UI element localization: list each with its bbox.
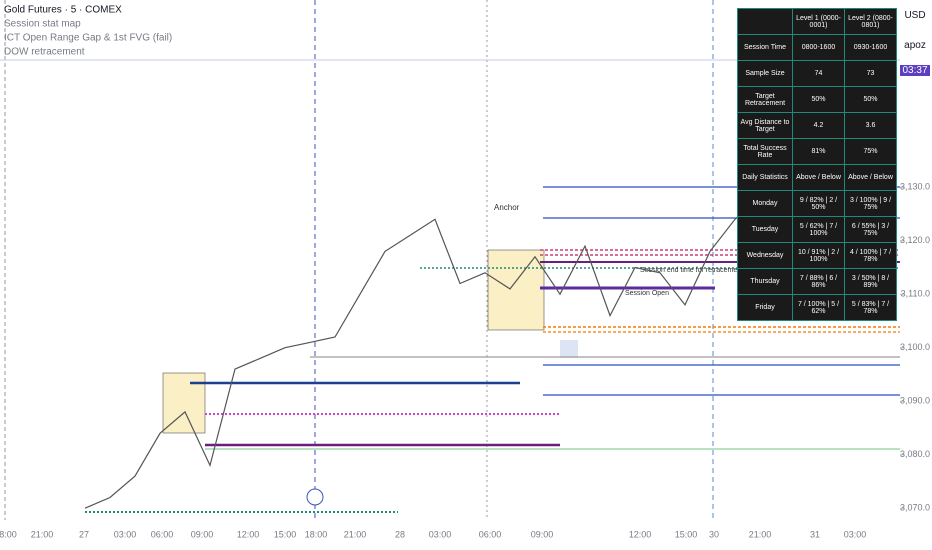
table-cell: 50% xyxy=(792,86,845,113)
y-tick-label: 3,080.0 xyxy=(900,449,930,459)
table-cell: 3 / 50% | 8 / 89% xyxy=(844,268,897,295)
table-row: Wednesday 10 / 91% | 2 / 100% 4 / 100% | 7… xyxy=(737,242,897,269)
table-cell: Thursday xyxy=(737,268,793,295)
anchor-label: Anchor xyxy=(494,203,520,212)
table-cell: 75% xyxy=(844,138,897,165)
table-row: Friday 7 / 100% | 5 / 62% 5 / 83% | 7 / 78… xyxy=(737,294,897,321)
y-tick-label: 3,090.0 xyxy=(900,396,930,406)
range-box xyxy=(487,249,545,331)
table-cell: Friday xyxy=(737,294,793,321)
table-row: Level 1 (0000-0001) Level 2 (0800-0801) xyxy=(737,8,897,35)
table-row: Tuesday 5 / 62% | 7 / 100% 6 / 55% | 3 / 7… xyxy=(737,216,897,243)
x-tick-label: 03:00 xyxy=(844,529,867,539)
fvg-box xyxy=(560,340,578,358)
table-cell: 81% xyxy=(792,138,845,165)
table-cell: 74 xyxy=(792,60,845,87)
x-tick-label: 06:00 xyxy=(479,529,502,539)
x-tick-label: 15:00 xyxy=(675,529,698,539)
x-tick-label: 03:00 xyxy=(114,529,137,539)
table-cell: 0800-1600 xyxy=(792,34,845,61)
x-tick-label: 27 xyxy=(79,529,89,539)
x-tick-label: 21:00 xyxy=(749,529,772,539)
table-cell: 7 / 88% | 6 / 86% xyxy=(792,268,845,295)
table-cell: Total Success Rate xyxy=(737,138,793,165)
table-cell xyxy=(737,8,793,35)
table-cell: 5 / 62% | 7 / 100% xyxy=(792,216,845,243)
table-cell: Avg Distance to Target xyxy=(737,112,793,139)
event-marker xyxy=(306,488,324,506)
table-cell: 50% xyxy=(844,86,897,113)
table-cell: 7 / 100% | 5 / 62% xyxy=(792,294,845,321)
table-cell: 3 / 100% | 9 / 75% xyxy=(844,190,897,217)
table-row: Total Success Rate 81% 75% xyxy=(737,138,897,165)
x-tick-label: 06:00 xyxy=(151,529,174,539)
table-cell: 4 / 100% | 7 / 78% xyxy=(844,242,897,269)
table-cell: 10 / 91% | 2 / 100% xyxy=(792,242,845,269)
table-cell: Tuesday xyxy=(737,216,793,243)
table-cell: Wednesday xyxy=(737,242,793,269)
table-row: Avg Distance to Target 4.2 3.6 xyxy=(737,112,897,139)
x-tick-label: 12:00 xyxy=(629,529,652,539)
symbol-title: Gold Futures · 5 · COMEX xyxy=(4,5,122,16)
x-tick-label: 8:00 xyxy=(0,529,17,539)
table-cell: 6 / 55% | 3 / 75% xyxy=(844,216,897,243)
table-cell: 9 / 82% | 2 / 50% xyxy=(792,190,845,217)
x-tick-label: 28 xyxy=(395,529,405,539)
table-row: Target Retracement 50% 50% xyxy=(737,86,897,113)
y-tick-label: 3,100.0 xyxy=(900,342,930,352)
y-tick-label: 3,130.0 xyxy=(900,182,930,192)
table-row: Daily Statistics Above / Below Above / Bel… xyxy=(737,164,897,191)
table-cell: Level 2 (0800-0801) xyxy=(844,8,897,35)
x-tick-label: 09:00 xyxy=(191,529,214,539)
x-tick-label: 12:00 xyxy=(237,529,260,539)
y-tick-label: 3,070.0 xyxy=(900,503,930,513)
table-cell: Session Time xyxy=(737,34,793,61)
table-cell: 4.2 xyxy=(792,112,845,139)
stats-table: Level 1 (0000-0001) Level 2 (0800-0801) Se… xyxy=(737,8,897,321)
indicator-label: DOW retracement xyxy=(4,47,85,58)
x-tick-label: 15:00 xyxy=(274,529,297,539)
indicator-label: Session stat map xyxy=(4,19,81,30)
table-row: Session Time 0800-1600 0930-1600 xyxy=(737,34,897,61)
x-tick-label: 31 xyxy=(810,529,820,539)
table-cell: Daily Statistics xyxy=(737,164,793,191)
table-cell: Above / Below xyxy=(792,164,845,191)
indicator-label: ICT Open Range Gap & 1st FVG (fail) xyxy=(4,33,172,44)
table-cell: 0930-1600 xyxy=(844,34,897,61)
table-cell: 3.6 xyxy=(844,112,897,139)
table-cell: Target Retracement xyxy=(737,86,793,113)
session-end-label: Session end time for retracement to occu… xyxy=(640,267,771,274)
countdown-tag: 03:37 xyxy=(900,65,930,76)
table-cell: 5 / 83% | 7 / 78% xyxy=(844,294,897,321)
table-row: Thursday 7 / 88% | 6 / 86% 3 / 50% | 8 / 8… xyxy=(737,268,897,295)
scale-button[interactable]: apoz xyxy=(900,40,930,51)
table-cell: 73 xyxy=(844,60,897,87)
table-cell: Monday xyxy=(737,190,793,217)
table-row: Monday 9 / 82% | 2 / 50% 3 / 100% | 9 / 75… xyxy=(737,190,897,217)
y-tick-label: 3,110.0 xyxy=(901,289,930,299)
y-tick-label: 3,120.0 xyxy=(900,235,930,245)
x-tick-label: 18:00 xyxy=(305,529,328,539)
currency-button[interactable]: USD xyxy=(900,10,930,21)
x-tick-label: 09:00 xyxy=(531,529,554,539)
table-cell: Sample Size xyxy=(737,60,793,87)
x-tick-label: 03:00 xyxy=(429,529,452,539)
table-cell: Above / Below xyxy=(844,164,897,191)
x-tick-label: 30 xyxy=(709,529,719,539)
table-cell: Level 1 (0000-0001) xyxy=(792,8,845,35)
x-tick-label: 21:00 xyxy=(344,529,367,539)
x-tick-label: 21:00 xyxy=(31,529,54,539)
table-row: Sample Size 74 73 xyxy=(737,60,897,87)
session-open-label: Session Open xyxy=(625,290,669,297)
